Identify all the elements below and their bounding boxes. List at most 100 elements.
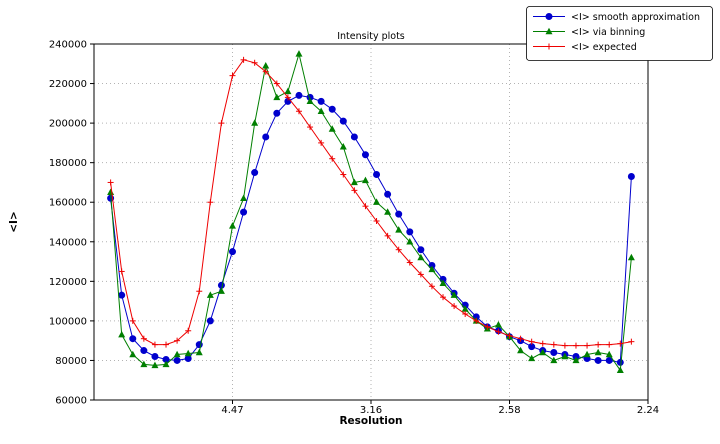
- triangle-marker: [461, 305, 469, 312]
- triangle-marker: [395, 226, 403, 233]
- x-tick-label: 3.16: [360, 405, 382, 416]
- circle-marker: [616, 358, 624, 366]
- y-tick-label: 120000: [49, 277, 87, 288]
- circle-marker: [339, 117, 347, 125]
- triangle-marker: [517, 346, 525, 354]
- circle-marker: [384, 190, 392, 198]
- legend-samples: [533, 13, 565, 50]
- circle-marker: [361, 151, 369, 159]
- triangle-marker: [284, 87, 292, 95]
- axes-frame: [93, 43, 649, 401]
- triangle-marker: [184, 349, 192, 357]
- legend-label-via-binning: <I> via binning: [571, 27, 645, 38]
- triangle-marker: [262, 61, 270, 69]
- circle-marker: [151, 352, 159, 360]
- triangle-marker: [417, 253, 425, 261]
- y-tick-label: 140000: [49, 237, 87, 248]
- triangle-marker: [173, 350, 181, 358]
- triangle-marker: [162, 360, 170, 368]
- legend: <I> smooth approximation <I> via binning…: [526, 6, 713, 61]
- plot-area: 4.47 3.16 2.58 2.24 60000 80000 100000 120000 14…: [49, 40, 659, 417]
- triangle-marker: [627, 253, 635, 261]
- circle-marker: [594, 356, 602, 364]
- triangle-marker: [494, 321, 502, 328]
- circle-marker: [206, 317, 214, 325]
- triangle-marker: [605, 350, 613, 358]
- circle-marker: [217, 281, 225, 289]
- triangle-marker: [140, 360, 148, 368]
- triangle-marker: [384, 208, 392, 215]
- circle-marker: [417, 246, 425, 254]
- circle-marker: [373, 171, 381, 179]
- circle-marker: [240, 208, 248, 216]
- x-tick-label: 2.58: [498, 405, 520, 416]
- triangle-marker: [229, 222, 236, 229]
- triangle-marker: [350, 178, 358, 186]
- triangle-marker: [361, 176, 369, 184]
- triangle-marker: [339, 143, 347, 150]
- circle-marker: [262, 133, 270, 141]
- circle-marker: [184, 354, 192, 362]
- triangle-marker: [195, 348, 203, 356]
- y-tick-label: 240000: [49, 40, 87, 51]
- triangle-marker: [317, 107, 325, 114]
- triangle-marker: [539, 348, 547, 356]
- y-tick-label: 160000: [49, 198, 87, 209]
- y-tick-label: 100000: [49, 316, 87, 327]
- triangle-marker: [295, 50, 303, 57]
- circle-marker: [550, 349, 558, 357]
- triangle-marker: [151, 361, 159, 369]
- triangle-marker: [206, 291, 214, 298]
- triangle-marker: [583, 350, 591, 358]
- y-tick-label: 200000: [49, 119, 87, 130]
- circle-marker: [395, 210, 403, 218]
- circle-marker: [118, 291, 126, 299]
- triangle-marker: [406, 237, 414, 245]
- x-tick-label: 2.24: [637, 405, 659, 416]
- triangle-marker: [217, 287, 225, 294]
- circle-marker: [328, 105, 336, 113]
- y-tick-label: 80000: [55, 356, 87, 367]
- circle-marker: [251, 169, 259, 177]
- chart-title: Intensity plots: [337, 31, 405, 42]
- triangle-marker: [450, 291, 458, 298]
- circle-marker: [605, 356, 613, 364]
- triangle-marker: [118, 330, 126, 338]
- circle-marker: [229, 248, 236, 256]
- circle-marker: [545, 13, 553, 20]
- circle-marker: [406, 228, 414, 236]
- triangle-marker: [545, 27, 553, 35]
- y-tick-label: 180000: [49, 158, 87, 169]
- circle-marker: [350, 133, 358, 141]
- triangle-marker: [251, 119, 259, 126]
- circle-marker: [173, 356, 181, 364]
- legend-box: [526, 6, 713, 61]
- circle-marker: [627, 173, 635, 181]
- triangle-marker: [306, 97, 314, 105]
- triangle-marker: [328, 125, 336, 132]
- circle-marker: [317, 97, 325, 105]
- y-tick-label: 60000: [55, 396, 87, 407]
- triangle-marker: [129, 350, 137, 358]
- series-line-plus: [110, 59, 632, 347]
- legend-label-smooth-approximation: <I> smooth approximation: [571, 12, 700, 23]
- x-tick-label: 4.47: [221, 405, 243, 416]
- triangle-marker: [373, 198, 381, 205]
- triangle-marker: [616, 366, 624, 374]
- triangle-marker: [240, 194, 248, 201]
- circle-marker: [140, 347, 148, 355]
- circle-marker: [273, 109, 281, 117]
- triangle-marker: [273, 93, 281, 101]
- triangle-marker: [439, 279, 447, 287]
- triangle-marker: [428, 265, 436, 273]
- triangle-marker: [107, 188, 115, 196]
- x-axis-label: Resolution: [339, 415, 402, 427]
- y-tick-label: 220000: [49, 79, 87, 90]
- triangle-marker: [561, 352, 569, 360]
- triangle-marker: [528, 354, 536, 362]
- circle-marker: [295, 91, 303, 99]
- triangle-marker: [550, 356, 558, 364]
- legend-label-expected: <I> expected: [571, 42, 637, 53]
